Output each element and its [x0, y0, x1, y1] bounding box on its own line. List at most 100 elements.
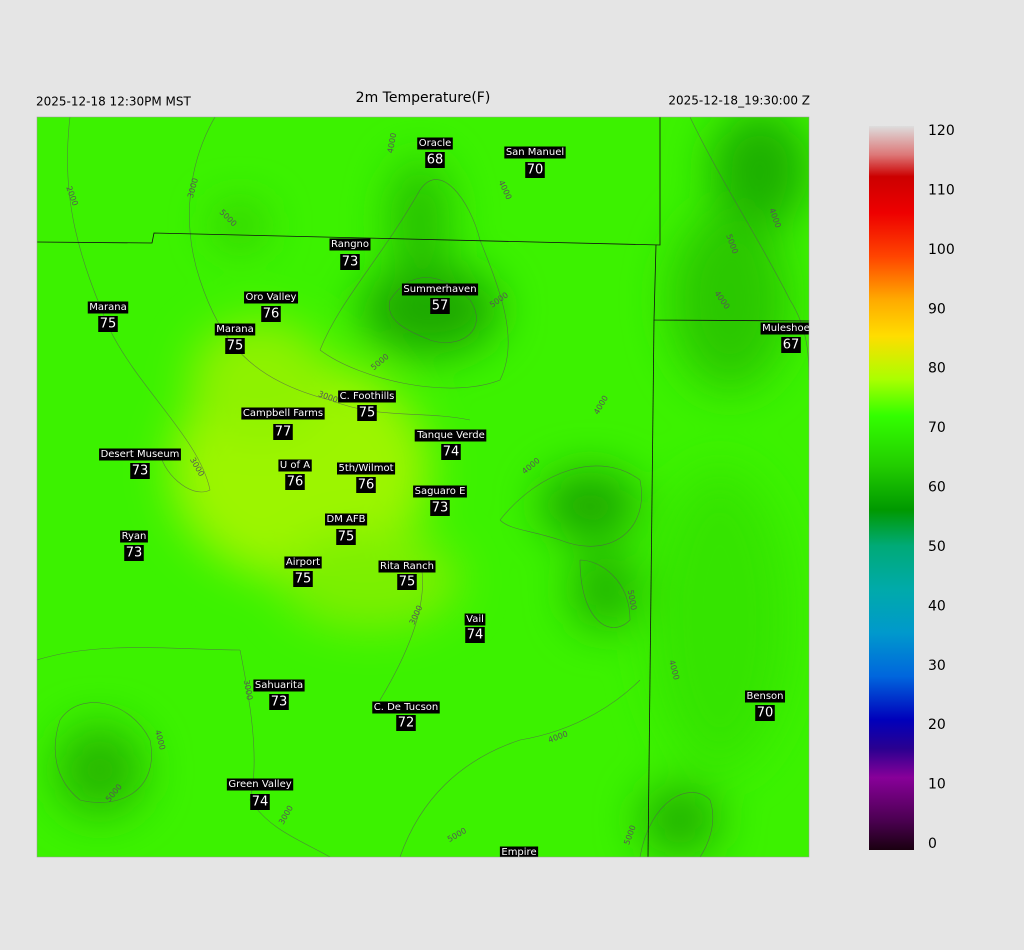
- station-name: Airport: [286, 557, 320, 568]
- station-name-group: Sahuarita: [253, 679, 305, 692]
- station-value-box: [273, 424, 293, 440]
- station-value: 76: [287, 475, 304, 490]
- station-value-box: [285, 474, 305, 490]
- colorbar-tick-label: 120: [928, 123, 955, 139]
- station-value-box: [98, 316, 118, 332]
- colorbar-tick-label: 80: [928, 361, 946, 377]
- station-value: 77: [275, 425, 292, 440]
- map: 2000 300050004000400050003000300040004000…: [37, 117, 820, 857]
- station-value: 73: [432, 501, 449, 516]
- station-name: C. Foothills: [340, 391, 395, 402]
- station-name: Oracle: [419, 138, 452, 149]
- station-name-group: U of A: [278, 459, 312, 472]
- station-name: Campbell Farms: [243, 408, 323, 419]
- station-value: 75: [295, 572, 312, 587]
- station-name: Vail: [466, 614, 484, 625]
- station-value: 74: [467, 628, 484, 643]
- station-value: 57: [432, 299, 449, 314]
- station-name: Marana: [216, 324, 253, 335]
- station-value: 76: [358, 478, 375, 493]
- station-value-group: 72: [396, 715, 416, 731]
- station-value-box: [781, 337, 801, 353]
- station-value-group: 75: [98, 316, 118, 332]
- station-value-group: 73: [124, 545, 144, 561]
- colorbar-tick-label: 90: [928, 301, 946, 317]
- station-name-group: Marana: [214, 323, 256, 336]
- station-name-box: [504, 146, 566, 159]
- station-name-box: [278, 459, 312, 472]
- station-name: Muleshoe R: [762, 323, 820, 334]
- station-value-group: 70: [525, 162, 545, 178]
- station-value-group: 76: [285, 474, 305, 490]
- station-name-group: C. Foothills: [338, 390, 396, 403]
- station-name-group: Airport: [284, 556, 322, 569]
- station-name-group: Benson: [744, 690, 786, 703]
- colorbar-tick-label: 20: [928, 717, 946, 733]
- station-name-box: [744, 690, 786, 703]
- station-value-group: 73: [430, 500, 450, 516]
- station-name-box: [325, 513, 368, 526]
- station-name-box: [87, 301, 129, 314]
- station-value-box: [755, 705, 775, 721]
- station-name-box: [417, 137, 453, 150]
- station-name: DM AFB: [327, 514, 366, 525]
- station-name: Marana: [89, 302, 126, 313]
- station-value: 73: [126, 546, 143, 561]
- colorbar-tick-label: 110: [928, 182, 955, 198]
- station-name-box: [244, 291, 299, 304]
- station-value: 73: [271, 695, 288, 710]
- station-value-group: 75: [336, 529, 356, 545]
- colorbar-tick-label: 10: [928, 777, 946, 793]
- station-value-group: 74: [250, 794, 270, 810]
- station-value: 75: [399, 575, 416, 590]
- station-name-box: [378, 560, 436, 573]
- station-name-box: [284, 556, 322, 569]
- station-value: 73: [132, 464, 149, 479]
- station-value-group: 75: [293, 571, 313, 587]
- station-name-group: San Manuel: [504, 146, 566, 159]
- colorbar-ticks: 0 10 20 30 40 50 60 70 80 90 100 110 120: [928, 123, 955, 852]
- station-value-box: [397, 574, 417, 590]
- station-name-group: 5th/Wilmot: [337, 462, 396, 475]
- station-value-box: [130, 463, 150, 479]
- county-lines: [37, 117, 809, 857]
- contour-label: 5000: [626, 589, 638, 611]
- station-value: 76: [263, 307, 280, 322]
- colorbar-tick-label: 40: [928, 598, 946, 614]
- station-value-group: 74: [465, 627, 485, 643]
- station-name-group: Desert Museum: [99, 448, 181, 461]
- station-name-box: [99, 448, 181, 461]
- station-name-group: Vail: [464, 613, 486, 626]
- station-name-box: [241, 407, 325, 420]
- valid-time-utc: 2025-12-18_19:30:00 Z: [668, 94, 810, 108]
- station-value-group: 75: [357, 405, 377, 421]
- station-value-box: [430, 500, 450, 516]
- station-name: Ryan: [122, 531, 147, 542]
- station-value-group: 73: [130, 463, 150, 479]
- colorbar: [869, 126, 914, 850]
- station-name-group: Campbell Farms: [241, 407, 325, 420]
- station-name-box: [760, 322, 809, 335]
- station-value-group: 57: [430, 298, 450, 314]
- station-name-group: Empire: [499, 846, 539, 857]
- station-value-box: [396, 715, 416, 731]
- colorbar-tick-label: 100: [928, 242, 955, 258]
- station-name-group: Green Valley: [226, 778, 294, 791]
- station-value-group: 73: [269, 694, 289, 710]
- station-value-box: [225, 338, 245, 354]
- station-name-group: Summerhaven: [401, 283, 479, 296]
- station-value-box: [430, 298, 450, 314]
- contour-label: 3000: [242, 679, 254, 701]
- station-name-box: [214, 323, 256, 336]
- station-name-box: [413, 485, 467, 498]
- colorbar-tick-label: 70: [928, 420, 946, 436]
- station-name-group: Tanque Verde: [414, 429, 487, 442]
- station-value-group: 68: [425, 152, 445, 168]
- station-value-group: 70: [755, 705, 775, 721]
- station-name-box: [337, 462, 396, 475]
- station-name-group: Rita Ranch: [378, 560, 436, 573]
- station-name: Benson: [746, 691, 783, 702]
- station-name: Tanque Verde: [416, 430, 485, 441]
- station-name: Summerhaven: [403, 284, 476, 295]
- station-name-box: [253, 679, 305, 692]
